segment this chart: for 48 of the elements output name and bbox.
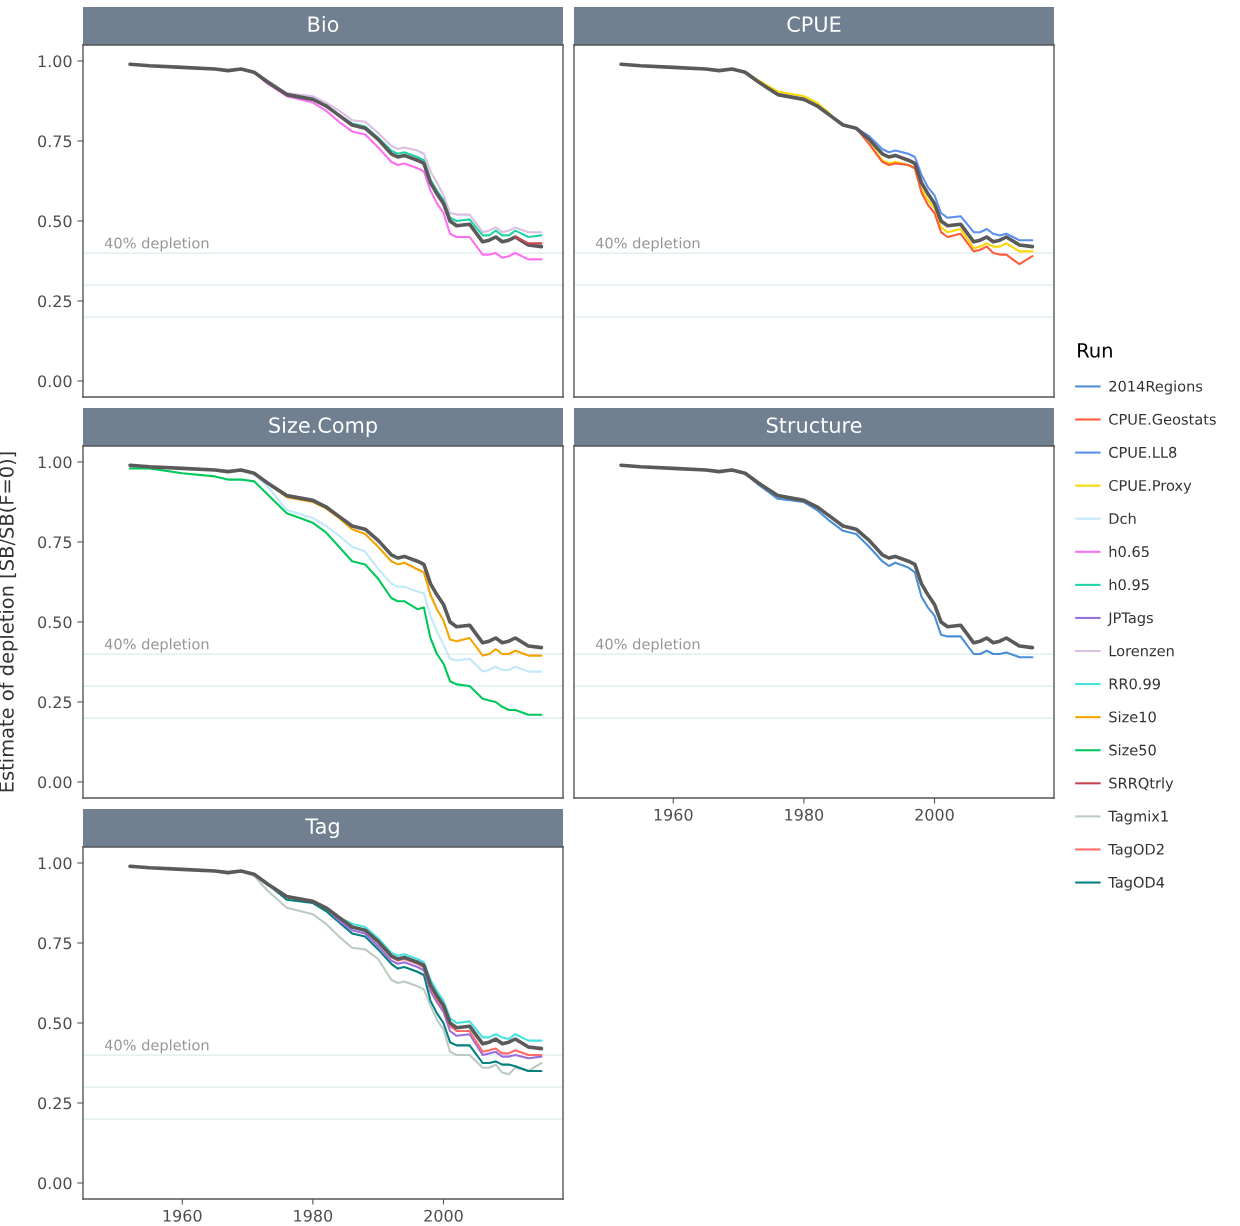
y-tick-label: 0.75 [38, 536, 72, 549]
legend-label: Size10 [1109, 711, 1156, 723]
y-tick-label: 0.75 [38, 135, 72, 148]
x-tick-label: 1960 [163, 1209, 202, 1222]
legend-label: RR0.99 [1109, 678, 1160, 690]
y-tick-label: 0.00 [38, 776, 72, 789]
legend-label: CPUE.LL8 [1109, 446, 1177, 458]
legend-label: JPTags [1107, 612, 1153, 627]
y-tick-label: 1.00 [38, 857, 72, 870]
chart-title: Bio [308, 15, 339, 33]
y-tick-label: 1.00 [38, 55, 72, 68]
y-tick-label: 0.25 [38, 295, 72, 308]
ref-line-label: 40% depletion [595, 237, 700, 252]
y-tick-label: 1.00 [38, 456, 72, 469]
legend-label: SRRQtrly [1109, 777, 1174, 792]
y-tick-label: 0.50 [38, 616, 72, 629]
chart-title: Tag [305, 818, 339, 839]
ref-line-label: 40% depletion [104, 237, 209, 252]
chart-title: Size.Comp [269, 416, 377, 438]
x-tick-label: 2000 [915, 808, 954, 821]
y-tick-label: 0.00 [38, 1177, 72, 1190]
y-tick-label: 0.25 [38, 696, 72, 709]
ref-line-label: 40% depletion [104, 1039, 209, 1054]
legend-title: Run [1078, 343, 1112, 358]
chart-title: CPUE [787, 16, 841, 33]
legend-label: h0.95 [1109, 578, 1149, 591]
legend-label: Lorenzen [1109, 645, 1174, 657]
x-tick-label: 1980 [294, 1209, 333, 1222]
legend-label: 2014Regions [1109, 380, 1203, 395]
y-tick-label: 0.50 [38, 215, 72, 228]
y-tick-label: 0.25 [38, 1097, 72, 1110]
legend-label: CPUE.Geostats [1109, 413, 1216, 425]
y-tick-label: 0.75 [38, 937, 72, 950]
legend-label: TagOD2 [1108, 843, 1164, 858]
legend-label: h0.65 [1109, 545, 1149, 558]
x-tick-label: 1960 [654, 808, 693, 821]
x-tick-label: 1980 [785, 808, 824, 821]
y-tick-label: 0.00 [38, 375, 72, 388]
legend-label: Dch [1109, 512, 1136, 525]
legend-label: Tagmix1 [1108, 810, 1168, 825]
legend-label: Size50 [1109, 744, 1156, 756]
ref-line-label: 40% depletion [595, 638, 700, 653]
x-tick-label: 2000 [424, 1209, 463, 1222]
chart-title: Structure [766, 417, 862, 434]
legend-label: CPUE.Proxy [1109, 479, 1192, 494]
ref-line-label: 40% depletion [104, 638, 209, 653]
y-tick-label: 0.50 [38, 1017, 72, 1030]
legend-label: TagOD4 [1108, 876, 1165, 891]
